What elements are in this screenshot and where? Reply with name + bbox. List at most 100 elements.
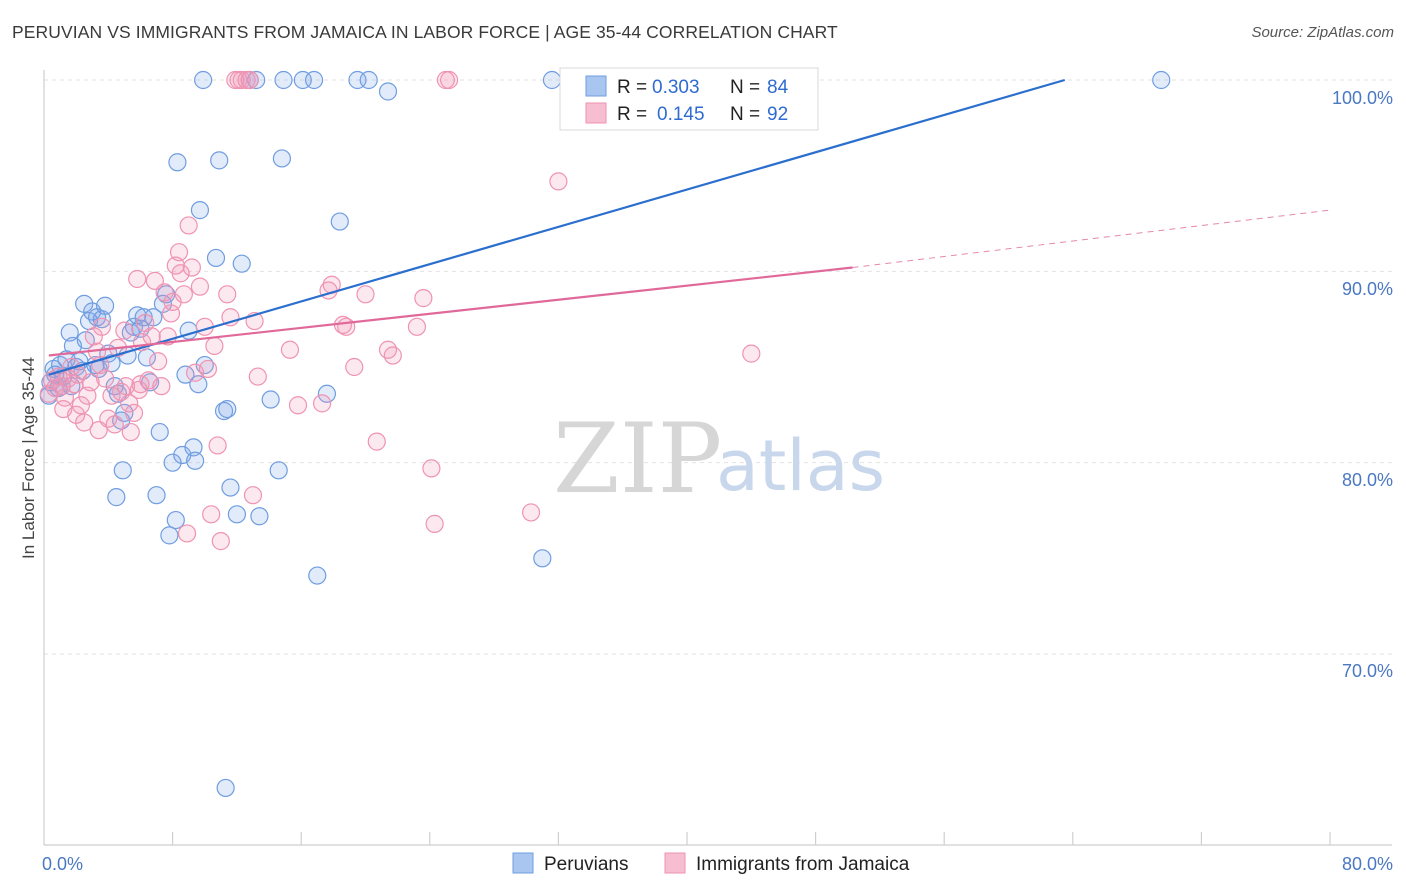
- legend-label-peruvians: Peruvians: [544, 854, 629, 875]
- x-tick-label-max: 80.0%: [1342, 854, 1393, 874]
- peruvian-point: [113, 461, 132, 480]
- peruvian-point: [150, 422, 169, 442]
- legend-n-value-2: 92: [767, 104, 788, 125]
- jamaica-point: [312, 394, 332, 413]
- watermark-zip: ZIP: [553, 403, 722, 515]
- peruvian-point: [210, 151, 229, 170]
- jamaica-point: [240, 70, 259, 90]
- chart-title: PERUVIAN VS IMMIGRANTS FROM JAMAICA IN L…: [12, 22, 838, 42]
- jamaica-point: [71, 396, 91, 415]
- jamaica-point: [65, 375, 84, 394]
- jamaica-point: [78, 386, 97, 405]
- trend-lines: [48, 78, 1331, 376]
- y-tick-labels: 100.0% 90.0% 80.0% 70.0%: [1332, 88, 1393, 681]
- watermark-atlas: atlas: [716, 425, 885, 507]
- jamaica-point: [190, 277, 210, 296]
- jamaica-point: [171, 264, 190, 283]
- jamaica-point: [549, 172, 568, 191]
- peruvian-point: [194, 70, 213, 90]
- jamaica-point: [182, 258, 201, 277]
- peruvian-point: [304, 70, 324, 90]
- peruvian-point: [216, 778, 235, 798]
- legend-r-value-1: 0.303: [652, 77, 700, 98]
- jamaica-point: [202, 505, 221, 524]
- peruvian-point: [330, 212, 349, 231]
- jamaica-point: [422, 459, 441, 478]
- jamaica-point: [131, 375, 150, 394]
- jamaica-point: [179, 216, 198, 235]
- peruvian-point: [214, 401, 234, 421]
- y-axis-title: In Labor Force | Age 35-44: [19, 357, 38, 559]
- peruvian-point: [221, 478, 240, 497]
- peruvian-point: [269, 461, 288, 480]
- jamaica-point: [218, 285, 237, 304]
- x-axis-ticks: [172, 832, 1331, 845]
- legend-n-label-1: N =: [730, 77, 760, 98]
- peruvian-point: [218, 399, 237, 419]
- jamaica-point: [174, 285, 193, 304]
- peruvian-point: [147, 486, 166, 505]
- peruvian-point: [95, 296, 115, 315]
- jamaica-point: [205, 336, 224, 356]
- peruvian-point: [206, 248, 226, 268]
- jamaica-point: [149, 352, 168, 371]
- peruvian-point: [166, 510, 185, 530]
- jamaica-point: [54, 399, 73, 419]
- peruvian-point: [542, 70, 562, 90]
- jamaica-point: [105, 415, 124, 434]
- jamaica-point: [95, 369, 115, 388]
- jamaica-point: [425, 514, 444, 533]
- x-tick-label-min: 0.0%: [42, 854, 83, 874]
- legend-r-value-2: 0.145: [657, 104, 705, 125]
- jamaica-point: [198, 359, 218, 379]
- jamaica-point: [243, 486, 263, 505]
- jamaica-point: [337, 317, 356, 336]
- jamaica-point: [46, 378, 65, 398]
- jamaica-point: [177, 524, 197, 543]
- legend-label-jamaica: Immigrants from Jamaica: [696, 854, 910, 875]
- trend-line-jamaica-extension: [852, 209, 1331, 269]
- peruvian-point: [160, 526, 179, 545]
- trend-line-peruvians: [48, 78, 1066, 376]
- jamaica-point: [81, 373, 100, 392]
- y-tick-label: 70.0%: [1342, 661, 1393, 681]
- legend-r-label-1: R =: [617, 77, 647, 98]
- y-tick-label: 100.0%: [1332, 88, 1393, 108]
- jamaica-point: [280, 340, 300, 359]
- y-tick-label: 80.0%: [1342, 470, 1393, 490]
- peruvian-point: [168, 153, 187, 172]
- peruvian-point: [533, 549, 552, 568]
- jamaica-point: [439, 70, 459, 90]
- peruvian-point: [308, 566, 327, 585]
- legend-n-label-2: N =: [730, 104, 760, 125]
- bottom-swatch-jamaica: [664, 852, 686, 874]
- jamaica-point: [345, 357, 364, 377]
- series-jamaica-points: [39, 70, 761, 551]
- jamaica-point: [92, 317, 111, 336]
- jamaica-point: [120, 394, 139, 413]
- source-credit: Source: ZipAtlas.com: [1251, 24, 1394, 41]
- peruvian-point: [163, 453, 182, 472]
- peruvian-point: [247, 70, 266, 90]
- jamaica-point: [102, 386, 121, 405]
- legend-r-label-2: R =: [617, 104, 647, 125]
- stats-legend: R = 0.303 N = 84 R = 0.145 N = 92: [559, 67, 819, 131]
- series-legend: Peruvians Immigrants from Jamaica: [512, 852, 910, 875]
- peruvian-point: [261, 390, 280, 409]
- jamaica-point: [521, 503, 541, 522]
- peruvian-point: [107, 488, 126, 507]
- peruvian-point: [102, 354, 121, 373]
- series-peruvians-points: [39, 70, 1171, 798]
- peruvian-point: [227, 505, 246, 524]
- peruvian-point: [317, 384, 337, 403]
- jamaica-point: [169, 243, 189, 262]
- peruvian-point: [1152, 70, 1171, 90]
- peruvian-point: [184, 438, 203, 457]
- jamaica-point: [121, 422, 140, 442]
- trend-line-jamaica: [48, 266, 853, 357]
- peruvian-point: [359, 70, 378, 90]
- jamaica-point: [378, 340, 398, 359]
- jamaica-point: [288, 396, 308, 415]
- jamaica-point: [115, 321, 134, 340]
- jamaica-point: [161, 304, 181, 323]
